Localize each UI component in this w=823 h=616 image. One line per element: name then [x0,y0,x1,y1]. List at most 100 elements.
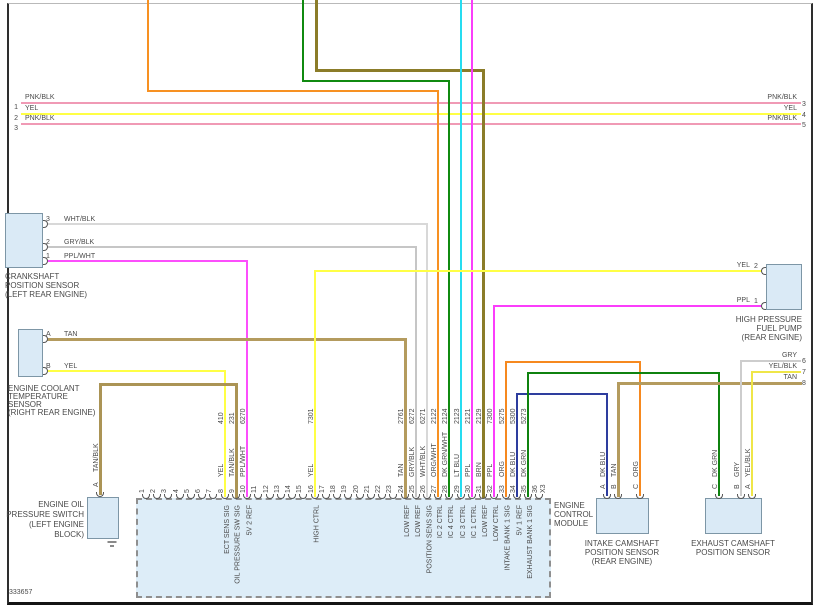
ecm-pin-number: 34 [509,485,517,493]
crankshaft-sensor-pin-color: WHT/BLK [64,216,96,223]
ecm-pin-arc [524,494,533,499]
intake-cam-sensor-pin-id: B [611,484,618,489]
fuel-pump-box [766,264,802,310]
intake-cam-sensor-box [596,498,649,534]
intake-cam-sensor-pin-color: DK BLU [600,451,607,477]
rail-pnk-blk-bottom [21,123,801,125]
wire-color-label: PPL [487,463,495,477]
crankshaft-sensor-pin-id: 2 [46,239,50,246]
rail-yel-mid [21,113,801,115]
oil-pressure-switch-name: PRESSURE SWITCH [6,510,84,519]
ecm-signal-label: HIGH CTRL [313,505,321,543]
ect-sensor-pin-arc [43,335,48,343]
ecm-signal-label: LOW CTRL [493,505,501,542]
wire-ic1-ppl-2121 [471,0,473,497]
wire-ic2-org-wht-2122 [147,0,149,92]
ect-sensor-name: TEMPERATURE [8,392,68,401]
ecm-signal-label: IC 1 CTRL [470,505,478,539]
ecm-signal-label: LOW REF [414,505,422,537]
offpage-wire-label: TAN [783,374,797,381]
wire-ect-tan-2761 [46,337,407,341]
fuel-pump-name: (REAR ENGINE) [741,333,802,342]
ecm-pin-number: 4 [172,489,180,493]
circuit-number-label: 7300 [487,408,495,424]
wire-color-label: TAN [397,463,405,477]
circuit-number-label: 2124 [442,408,450,424]
offpage-wire-label: YEL/BLK [768,363,797,370]
ecm-pin-number: 32 [487,485,495,493]
ecm-pin-number: 2 [150,489,158,493]
circuit-number-label: 2761 [397,408,405,424]
circuit-number-label: 6272 [408,408,416,424]
wire-intake-org-5275 [639,361,641,496]
ecm-signal-label: ECT SENS SIG [223,505,231,554]
fuel-pump-name: FUEL PUMP [756,324,803,333]
ecm-pin-arc [366,494,375,499]
fuel-pump-pin-arc [761,267,766,275]
page-border-frame [7,3,813,605]
intake-cam-sensor-pin-id: C [633,483,640,489]
rail-offpage-num-left: 2 [14,115,18,122]
fuel-pump-pin-id: 1 [754,298,758,305]
offpage-num: 6 [802,358,806,365]
rail-label-right: PNK/BLK [767,94,797,101]
ecm-pin-arc [288,494,297,499]
wire-exhaust-gry-offpage6 [740,360,801,362]
rail-offpage-num-right: 3 [802,101,806,108]
ecm-pin-number: 20 [352,485,360,493]
circuit-number-label: 6270 [240,408,248,424]
oil-pressure-switch-box [87,497,119,539]
exhaust-cam-sensor-pin-arc [737,494,745,499]
circuit-number-label: 5300 [509,408,517,424]
ecm-pin-number: 1 [139,489,146,493]
ecm-signal-label: OIL PRESSURE SW SIG [234,505,242,584]
ecm-pin-number: 9 [228,489,236,493]
ecm-pin-number: 31 [476,485,484,493]
ecm-signal-label: POSITION SENS SIG [426,505,433,574]
rail-pnk-blk-top [21,102,801,104]
wire-color-label: DK GRN [521,449,529,477]
ecm-signal-label: IC 4 CTRL [448,505,456,539]
rail-offpage-num-left: 1 [14,104,18,111]
circuit-number-label: 5273 [521,408,529,424]
ect-sensor-box [18,329,43,377]
ecm-signal-label: INTAKE BANK 1 SIG [504,505,512,571]
oil-pressure-switch-pin-arc [96,492,104,497]
wire-ic2-org-wht-2122 [437,90,439,497]
wire-intake-dk-blu-5300 [516,393,608,395]
ecm-pin-arc [378,494,387,499]
ecm-pin-number: 35 [521,485,529,493]
ecm-pin-number: 14 [285,485,293,493]
ecm-pin-number: 12 [262,485,270,493]
ecm-signal-label: IC 3 CTRL [459,505,467,539]
intake-cam-sensor-pin-arc [636,494,644,499]
crankshaft-sensor-pin-arc [43,243,48,251]
ecm-pin-arc [333,494,342,499]
ecm-pin-arc [501,494,510,499]
ecm-pin-arc [310,494,319,499]
wire-exhaust-gry-offpage6 [740,360,742,496]
diagram-id: 333657 [9,589,33,596]
wire-color-label: PPL/WHT [240,445,248,477]
oil-pressure-switch-name: BLOCK) [54,530,84,539]
ecm-pin-number: 13 [273,485,281,493]
fuel-pump-pin-color: YEL [736,262,750,269]
wire-exhaust-dk-grn-5273 [718,372,720,496]
crankshaft-sensor-name: (LEFT REAR ENGINE) [5,290,88,299]
intake-cam-sensor-pin-arc [614,494,622,499]
oil-pressure-switch-name: ENGINE OIL [38,500,84,509]
exhaust-cam-sensor-pin-arc [715,494,723,499]
wire-color-label: BRN [476,462,484,477]
ect-sensor-pin-id: B [46,363,51,370]
ecm-pin-arc [423,494,431,499]
rail-offpage-num-right: 4 [802,112,806,119]
ecm-connector-label: X3 [540,484,547,493]
circuit-number-label: 410 [217,412,225,424]
intake-cam-sensor-name: POSITION SENSOR [584,548,660,557]
wire-color-label: DK BLU [509,451,517,477]
wire-color-label: LT BLU [453,453,461,477]
exhaust-cam-sensor-name: EXHAUST CAMSHAFT [691,539,775,548]
crankshaft-sensor-name: POSITION SENSOR [5,281,80,290]
offpage-num: 8 [802,380,806,387]
ecm-pin-arc [265,494,274,499]
